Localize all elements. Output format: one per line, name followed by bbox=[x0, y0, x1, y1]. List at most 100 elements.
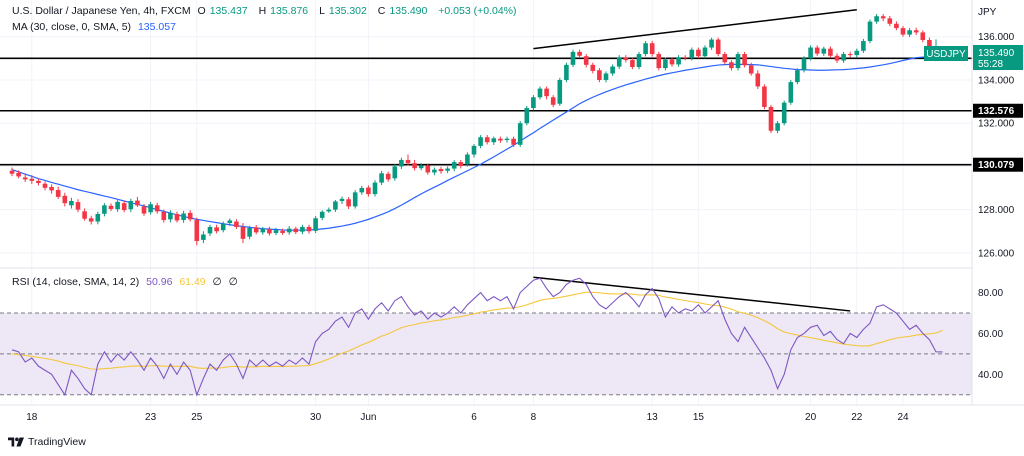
candle bbox=[267, 226, 272, 236]
time-tick-label: 22 bbox=[851, 412, 863, 423]
price-tag: USDJPY 135.490 55:28 bbox=[924, 45, 1023, 70]
candle-body bbox=[583, 56, 589, 65]
candle bbox=[603, 71, 609, 83]
candle bbox=[399, 157, 404, 170]
candle-body bbox=[174, 213, 180, 221]
candle bbox=[128, 198, 134, 213]
candle-body bbox=[220, 223, 226, 231]
candle-body bbox=[742, 54, 747, 66]
candle bbox=[286, 226, 292, 235]
candle-body bbox=[214, 227, 219, 232]
price-tick-label: 126.000 bbox=[978, 248, 1015, 259]
candle-body bbox=[280, 230, 285, 233]
candle bbox=[148, 201, 153, 215]
candle-body bbox=[247, 228, 252, 237]
candle bbox=[451, 160, 457, 172]
price-tick-label: 136.000 bbox=[978, 32, 1015, 43]
candle-body bbox=[42, 183, 48, 188]
candle bbox=[709, 37, 714, 50]
time-tick-label: 13 bbox=[647, 412, 659, 423]
candle-body bbox=[108, 205, 114, 209]
ma-legend[interactable]: MA (30, close, 0, SMA, 5) 135.057 bbox=[12, 21, 180, 33]
trendline bbox=[533, 8, 857, 50]
candle-body bbox=[907, 30, 912, 35]
candle bbox=[95, 211, 101, 225]
candle bbox=[847, 51, 853, 58]
candle-body bbox=[603, 73, 609, 80]
candle-body bbox=[828, 48, 833, 56]
candle-body bbox=[498, 138, 503, 141]
candle bbox=[814, 45, 820, 56]
candle bbox=[82, 208, 87, 221]
candle-body bbox=[570, 51, 576, 65]
candle bbox=[537, 86, 543, 100]
candle bbox=[682, 55, 688, 61]
open-label: O bbox=[197, 5, 206, 17]
time-tick-label: 30 bbox=[310, 412, 322, 423]
candle-body bbox=[610, 66, 615, 74]
candle bbox=[564, 62, 569, 83]
symbol-legend[interactable]: U.S. Dollar / Japanese Yen, 4h, FXCM O 13… bbox=[12, 5, 521, 17]
candle bbox=[907, 28, 912, 37]
candle bbox=[108, 203, 114, 212]
candle-body bbox=[702, 47, 708, 57]
candle-body bbox=[405, 159, 411, 164]
low-label: L bbox=[319, 5, 325, 17]
candle bbox=[432, 167, 437, 176]
candle bbox=[887, 15, 893, 27]
candle bbox=[676, 55, 681, 67]
candle bbox=[141, 204, 147, 216]
rsi-legend[interactable]: RSI (14, close, SMA, 14, 2) 50.96 61.49 … bbox=[12, 276, 242, 288]
candle-body bbox=[306, 226, 312, 232]
time-axis[interactable]: 18 23 25 30 Jun 6 8 13 15 20 22 24 bbox=[26, 412, 909, 423]
candle-body bbox=[399, 159, 404, 167]
candle bbox=[412, 159, 417, 171]
candle bbox=[861, 38, 866, 53]
price-tick-label: 128.000 bbox=[978, 205, 1015, 216]
candle bbox=[207, 224, 213, 237]
candle-body bbox=[834, 55, 840, 61]
candle-body bbox=[927, 39, 932, 49]
candle bbox=[346, 197, 351, 209]
candle-body bbox=[372, 182, 378, 195]
candle bbox=[102, 203, 107, 217]
high-value: 135.876 bbox=[270, 5, 309, 17]
candle-body bbox=[867, 21, 873, 42]
candle-body bbox=[537, 88, 543, 98]
last-price-value: 135.490 bbox=[978, 48, 1015, 59]
last-price-tag bbox=[973, 45, 1023, 70]
candle-body bbox=[75, 202, 81, 210]
close-value: 135.490 bbox=[389, 5, 428, 17]
candle-body bbox=[62, 195, 68, 204]
candle-body bbox=[181, 213, 186, 221]
candle-body bbox=[207, 226, 213, 234]
candle bbox=[610, 64, 615, 76]
candle bbox=[498, 136, 503, 143]
candle bbox=[339, 196, 345, 205]
candle-body bbox=[9, 170, 15, 174]
candle bbox=[9, 167, 15, 177]
candle-body bbox=[36, 180, 41, 184]
time-tick-label: Jun bbox=[360, 412, 376, 423]
candle bbox=[511, 136, 516, 147]
rsi-extra-2: ∅ bbox=[228, 276, 238, 288]
candle bbox=[808, 45, 813, 61]
candle-body bbox=[392, 166, 398, 179]
candle bbox=[742, 51, 747, 68]
candle-body bbox=[729, 62, 734, 69]
candle-body bbox=[894, 23, 899, 29]
candle-body bbox=[458, 162, 464, 166]
candle bbox=[517, 121, 523, 147]
candle bbox=[504, 136, 510, 143]
candle bbox=[557, 77, 563, 106]
candle-body bbox=[154, 205, 160, 212]
candle-body bbox=[115, 201, 120, 210]
tradingview-brand[interactable]: TradingView bbox=[8, 436, 86, 448]
candle-body bbox=[69, 201, 74, 206]
rsi-axis[interactable]: 40.00 60.00 80.00 bbox=[978, 288, 1003, 381]
trendlines bbox=[533, 8, 857, 312]
rsi-tick-label: 40.00 bbox=[978, 370, 1003, 381]
candle bbox=[313, 216, 318, 233]
candle bbox=[484, 135, 490, 145]
